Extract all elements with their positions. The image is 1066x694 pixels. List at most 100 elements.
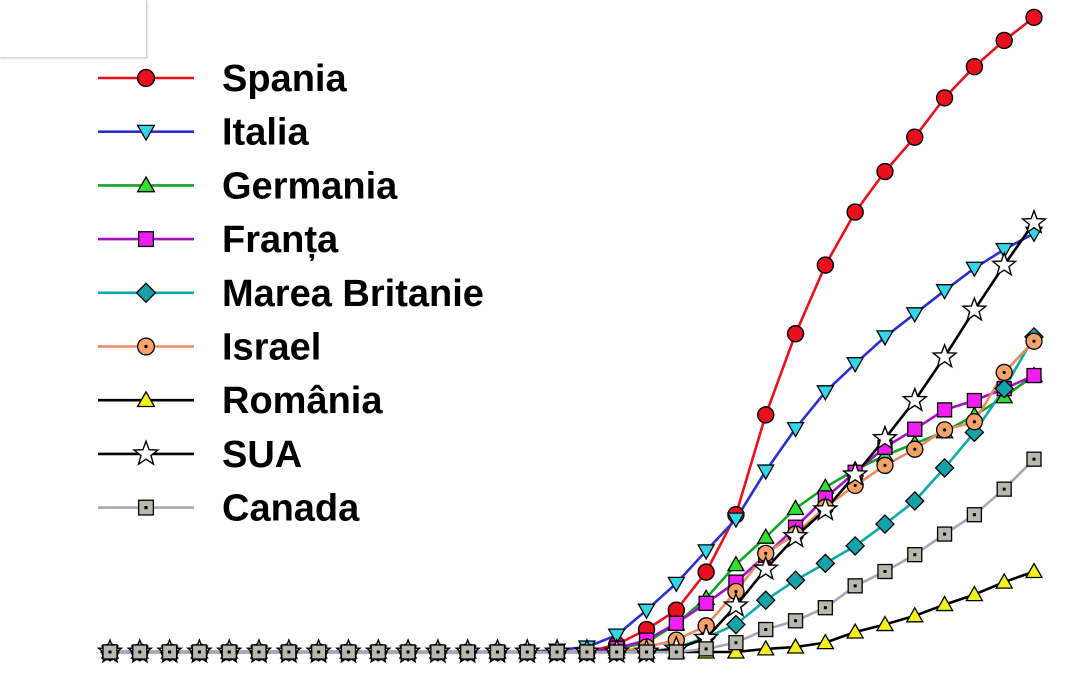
data-point-spania: [816, 256, 835, 274]
data-point-marea-britanie: [904, 491, 925, 511]
data-point-canada: [460, 644, 476, 660]
data-point-sua: [722, 591, 750, 618]
data-point-sua: [901, 386, 929, 412]
data-point-italia: [667, 576, 686, 593]
legend-marker: [136, 68, 156, 88]
data-point-israel: [876, 456, 894, 475]
data-point-romania: [995, 572, 1014, 589]
data-point-romania: [1024, 562, 1044, 579]
legend-label: Germania: [222, 165, 398, 207]
data-point-sua: [841, 460, 869, 487]
data-point-canada: [370, 644, 386, 660]
data-point-canada: [698, 641, 714, 657]
data-point-romania: [816, 633, 835, 650]
data-point-italia: [816, 385, 835, 402]
data-point-franta: [1026, 367, 1042, 384]
data-point-canada: [340, 644, 357, 660]
data-point-spania: [965, 57, 984, 76]
data-point-germania: [726, 555, 746, 572]
data-point-canada: [102, 644, 118, 660]
data-point-canada: [907, 547, 923, 563]
data-point-romania: [726, 642, 746, 659]
data-point-spania: [1025, 8, 1043, 27]
data-point-italia: [875, 330, 895, 347]
legend-marker: [136, 175, 156, 193]
data-point-italia: [905, 307, 924, 324]
data-point-romania: [905, 606, 924, 623]
data-point-romania: [935, 595, 954, 612]
legend-marker: [132, 439, 160, 466]
legend-label: Spania: [222, 58, 347, 100]
data-point-spania: [935, 89, 954, 107]
data-point-italia: [637, 603, 656, 620]
legend-label: SUA: [222, 434, 302, 476]
data-point-canada: [191, 644, 208, 660]
legend-marker: [137, 231, 154, 248]
legend-item-spania: Spania: [98, 58, 347, 100]
legend-marker: [135, 282, 157, 304]
legend-label: Marea Britanie: [222, 273, 484, 315]
data-point-romania: [965, 585, 984, 602]
data-point-canada: [489, 644, 506, 660]
data-point-sua: [782, 522, 809, 548]
data-point-sua: [1020, 208, 1048, 235]
data-point-canada: [161, 644, 178, 660]
data-point-marea-britanie: [755, 590, 776, 611]
data-point-canada: [549, 644, 565, 660]
data-point-germania: [786, 499, 805, 516]
data-point-spania: [906, 128, 924, 146]
data-point-marea-britanie: [726, 614, 746, 635]
data-point-canada: [936, 526, 953, 542]
data-point-spania: [995, 31, 1013, 50]
data-point-spania: [786, 325, 805, 343]
data-point-romania: [786, 637, 805, 654]
data-point-canada: [281, 644, 297, 660]
data-point-italia: [756, 464, 775, 481]
data-point-israel: [995, 363, 1013, 382]
data-point-franta: [698, 595, 714, 611]
data-point-marea-britanie: [785, 570, 806, 591]
data-point-italia: [697, 544, 716, 561]
data-point-romania: [875, 615, 895, 632]
data-point-franta: [668, 615, 684, 631]
data-point-canada: [996, 481, 1012, 497]
series-line-romania: [110, 570, 1035, 654]
data-point-romania: [846, 622, 865, 639]
legend-item-italia: Italia: [98, 112, 309, 154]
data-point-franta: [966, 392, 983, 409]
legend-marker: [136, 337, 156, 356]
data-point-canada: [251, 644, 267, 660]
data-point-sua: [752, 554, 780, 581]
plot-markers: [96, 8, 1048, 664]
legend-marker: [137, 499, 154, 516]
data-point-spania: [757, 406, 775, 424]
data-point-canada: [638, 644, 655, 660]
data-point-canada: [877, 563, 893, 580]
data-point-israel: [1025, 332, 1043, 350]
legend-item-sua: SUA: [98, 434, 302, 476]
data-point-franta: [936, 402, 953, 418]
legend-marker: [136, 390, 156, 408]
data-point-israel: [965, 413, 984, 431]
corner-panel: [0, 0, 147, 58]
legend-label: Israel: [222, 327, 321, 369]
data-point-canada: [758, 621, 774, 638]
data-point-spania: [697, 563, 715, 581]
legend-item-canada: Canada: [98, 488, 360, 530]
data-point-canada: [519, 644, 535, 660]
data-point-canada: [787, 613, 804, 629]
data-point-canada: [310, 644, 327, 660]
data-point-israel: [906, 440, 924, 458]
data-point-marea-britanie: [845, 536, 866, 556]
legend-label: Franța: [222, 219, 339, 261]
data-point-germania: [756, 527, 775, 544]
data-point-romania: [756, 639, 775, 656]
data-point-italia: [607, 628, 626, 645]
data-point-italia: [965, 261, 984, 278]
data-point-canada: [817, 600, 834, 616]
legend-item-romania: România: [98, 380, 383, 422]
legend-label: Italia: [222, 112, 309, 154]
data-point-sua: [871, 424, 899, 450]
data-point-sua: [931, 342, 958, 369]
